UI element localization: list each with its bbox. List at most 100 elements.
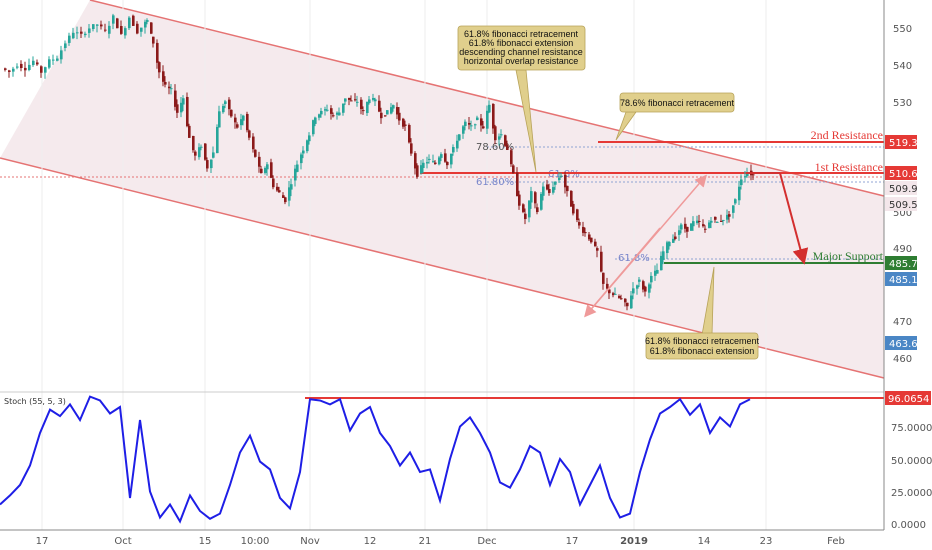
candle-body (720, 220, 723, 222)
candle-body (630, 295, 633, 309)
candle-body (662, 251, 665, 260)
candle-body (372, 98, 375, 100)
annotation-note-2[interactable]: 78.6% fibonacci retracement (619, 92, 735, 113)
candle-body (560, 175, 563, 177)
candle-body (704, 228, 707, 230)
time-tick-dec: Dec (477, 536, 496, 547)
candle-body (648, 284, 651, 293)
candle-body (230, 109, 233, 117)
time-tick-feb: Feb (827, 536, 845, 547)
candle-body (456, 140, 459, 149)
price-tick-470: 470 (893, 317, 912, 328)
candle-body (40, 66, 43, 73)
second-resistance-label: 2nd Resistance (811, 128, 883, 142)
candle-body (8, 70, 11, 72)
candle-body (746, 172, 749, 177)
candle-body (302, 150, 305, 154)
candle-body (188, 125, 191, 138)
candle-body (618, 296, 621, 298)
candle-body (398, 112, 401, 121)
candle-body (284, 197, 287, 203)
candle-body (734, 199, 737, 204)
candle-body (516, 172, 519, 197)
candle-body (120, 26, 123, 34)
candle-body (606, 283, 609, 289)
time-tick-17b: 17 (566, 536, 579, 547)
badge-519: 519.3 (885, 135, 918, 149)
candle-body (100, 24, 103, 27)
stochastic-line[interactable] (0, 395, 751, 524)
candle-body (566, 185, 569, 192)
projection-arrow-down[interactable] (779, 172, 809, 265)
candle-body (638, 279, 641, 282)
candle-body (216, 126, 219, 154)
candle-body (44, 67, 47, 73)
annotation-note-3[interactable]: 61.8% fibonacci retracement 61.8% fibona… (645, 332, 760, 360)
candle-body (554, 181, 557, 185)
candle-body (660, 255, 663, 271)
candle-body (494, 126, 497, 141)
badge-485-7: 485.7 (885, 256, 918, 270)
candle-body (362, 110, 365, 112)
stoch-tick-0: 0.0000 (891, 520, 926, 531)
candle-body (332, 115, 335, 117)
candle-body (278, 190, 281, 193)
candle-body (752, 174, 755, 176)
candle-body (624, 298, 627, 303)
candle-body (366, 101, 369, 114)
candle-body (518, 194, 521, 206)
candle-body (308, 135, 311, 142)
candle-body (96, 24, 99, 26)
candle-body (312, 120, 315, 135)
candle-body (182, 98, 185, 105)
candle-body (72, 32, 75, 39)
candle-body (434, 162, 437, 164)
time-tick-15: 15 (199, 536, 212, 547)
candle-body (368, 99, 371, 104)
candle-body (24, 67, 27, 71)
candle-body (156, 42, 159, 63)
candlestick-series[interactable] (4, 13, 755, 311)
fib-618-label-b: 61.8% (548, 169, 580, 180)
candle-body (136, 23, 139, 34)
candle-body (444, 153, 447, 162)
candle-body (390, 107, 393, 114)
candle-body (290, 184, 293, 190)
fib-786-label: 78.60% (476, 142, 514, 153)
candle-body (668, 241, 671, 247)
candle-body (530, 191, 533, 203)
candle-body (680, 224, 683, 230)
candle-body (458, 134, 461, 141)
candle-body (404, 124, 407, 126)
candle-body (224, 101, 227, 104)
candle-body (738, 186, 741, 201)
candle-body (512, 165, 515, 174)
candle-body (192, 135, 195, 151)
candle-body (684, 223, 687, 229)
candle-body (590, 237, 593, 243)
candle-body (470, 125, 473, 127)
candle-body (686, 226, 689, 232)
candle-body (710, 220, 713, 223)
candle-body (500, 134, 503, 136)
candle-body (246, 113, 249, 131)
candle-body (548, 188, 551, 193)
candle-body (32, 60, 35, 66)
annotation-note-1[interactable]: 61.8% fibonacci retracement 61.8% fibona… (457, 25, 586, 71)
candle-body (426, 162, 429, 164)
candle-body (596, 248, 599, 251)
candle-body (602, 272, 605, 284)
candle-body (4, 68, 7, 70)
fib-618-label-a: 61.80% (476, 177, 514, 188)
candle-body (626, 302, 629, 307)
candle-body (386, 110, 389, 115)
candle-body (374, 99, 377, 102)
candle-body (88, 28, 91, 33)
candle-body (536, 207, 539, 213)
candle-body (350, 100, 353, 102)
candle-body (572, 203, 575, 214)
candle-body (264, 168, 267, 173)
svg-text:96.0654: 96.0654 (888, 394, 929, 405)
fib-extension-line-upper[interactable] (584, 227, 661, 318)
